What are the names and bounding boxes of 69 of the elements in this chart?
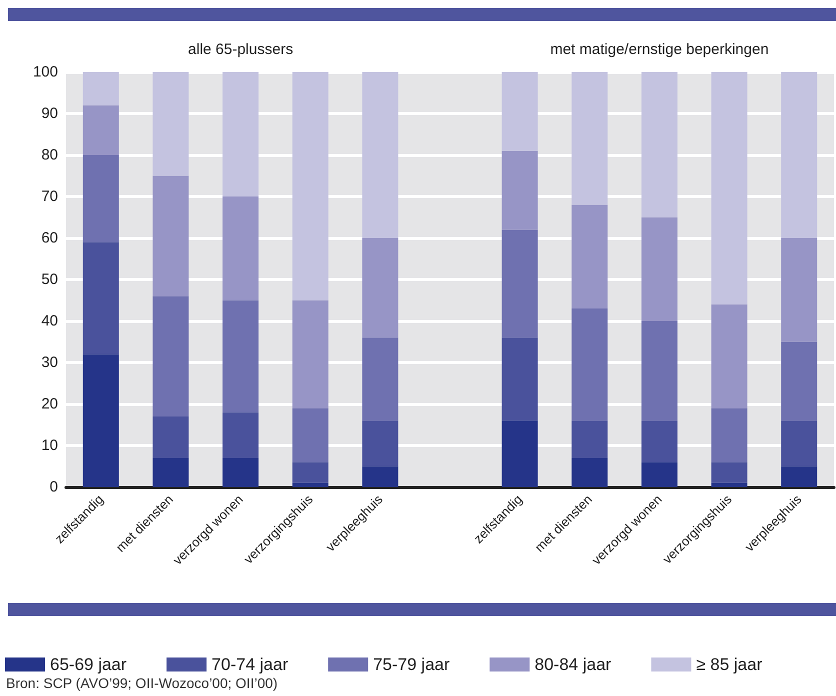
bar xyxy=(711,462,748,483)
legend-label: 75-79 jaar xyxy=(373,655,450,674)
bar xyxy=(152,72,189,176)
bar xyxy=(641,321,678,421)
legend-label: 70-74 jaar xyxy=(212,655,288,674)
bar xyxy=(222,72,259,196)
y-tick-label: 100 xyxy=(32,64,58,80)
legend-label: ≥ 85 jaar xyxy=(696,655,763,674)
y-tick-label: 10 xyxy=(41,437,58,454)
bar xyxy=(572,458,608,487)
bar xyxy=(711,304,748,408)
bar xyxy=(152,296,189,416)
bar xyxy=(82,242,119,354)
bar xyxy=(502,338,538,421)
bar xyxy=(641,462,678,487)
bar xyxy=(362,72,398,238)
bar xyxy=(152,176,189,296)
bar xyxy=(362,466,398,487)
bar xyxy=(641,217,678,321)
bar xyxy=(641,420,678,462)
bar xyxy=(222,300,259,412)
bar xyxy=(502,72,538,151)
bar xyxy=(362,338,398,421)
text: alle 65-plussers xyxy=(188,41,294,58)
bar xyxy=(502,420,538,487)
bar xyxy=(502,230,538,338)
y-tick-label: 20 xyxy=(41,396,58,412)
bar xyxy=(781,342,818,421)
bar xyxy=(222,458,259,487)
bar xyxy=(292,462,328,483)
y-tick-label: 90 xyxy=(41,105,58,122)
y-tick-label: 70 xyxy=(41,188,58,205)
bar xyxy=(292,408,328,462)
bar xyxy=(572,308,608,421)
bar xyxy=(572,72,608,205)
bar xyxy=(152,416,189,458)
y-tick-label: 0 xyxy=(50,478,58,496)
y-tick-label: 60 xyxy=(41,230,58,246)
bar xyxy=(82,354,119,487)
bar xyxy=(152,458,189,487)
legend-label: 65-69 jaar xyxy=(50,655,127,674)
y-tick-label: 30 xyxy=(41,354,58,371)
y-tick-label: 40 xyxy=(41,312,58,330)
bar xyxy=(641,72,678,218)
bar xyxy=(781,72,818,238)
text: Bron: SCP (AVO’99; OII-Wozoco’00; OII’00) xyxy=(6,675,278,691)
bar xyxy=(82,105,119,155)
bar xyxy=(781,466,818,487)
bar xyxy=(222,412,259,458)
y-tick-label: 50 xyxy=(41,271,58,288)
legend-label: 80-84 jaar xyxy=(534,655,612,674)
bar xyxy=(82,72,119,106)
text: met matige/ernstige beperkingen xyxy=(550,41,769,58)
bar xyxy=(711,482,748,487)
bar xyxy=(292,482,328,487)
bar xyxy=(362,238,398,338)
bar xyxy=(572,420,608,458)
bar xyxy=(711,408,748,462)
bar xyxy=(711,72,748,304)
y-tick-label: 80 xyxy=(41,146,58,164)
bar xyxy=(572,204,608,309)
bar xyxy=(362,420,398,466)
bar xyxy=(292,72,328,300)
bar xyxy=(82,155,119,242)
bar xyxy=(502,150,538,230)
bar xyxy=(222,196,259,300)
bar xyxy=(781,420,818,466)
bar xyxy=(781,238,818,342)
bar xyxy=(292,300,328,408)
